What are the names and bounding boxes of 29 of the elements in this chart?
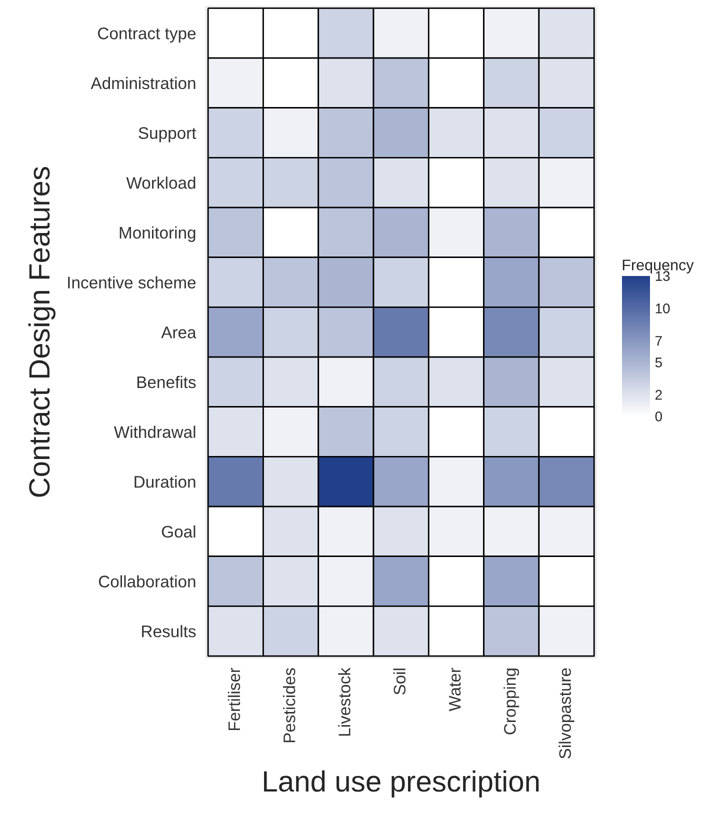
y-tick-label: Duration bbox=[134, 476, 196, 488]
y-tick-label: Monitoring bbox=[120, 226, 196, 242]
y-tick-label: Area bbox=[161, 326, 196, 338]
y-tick-label: Support bbox=[138, 127, 196, 142]
x-tick-label: Livestock bbox=[338, 668, 350, 736]
color-bar-label: 10 bbox=[656, 304, 670, 314]
color-bar-label: 5 bbox=[655, 358, 662, 368]
x-axis-title: Land use prescription bbox=[264, 770, 539, 798]
x-tick-label: Pesticides bbox=[283, 668, 296, 742]
y-tick-label: Contract type bbox=[98, 28, 196, 43]
y-tick-label: Goal bbox=[162, 525, 196, 538]
x-tick-label: Water bbox=[449, 668, 461, 712]
y-tick-label: Benefits bbox=[137, 376, 196, 388]
x-tick-label: Silvopasture bbox=[558, 668, 574, 758]
y-tick-label: Administration bbox=[90, 76, 196, 90]
color-bar-label: 13 bbox=[656, 271, 670, 281]
x-tick-label: Cropping bbox=[504, 668, 520, 734]
y-tick-label: Incentive scheme bbox=[68, 276, 196, 288]
color-bar-label: 2 bbox=[656, 390, 662, 400]
y-tick-label: Results bbox=[142, 625, 196, 638]
color-bar-label: 0 bbox=[655, 411, 662, 422]
y-tick-label: Withdrawal bbox=[114, 426, 196, 438]
x-tick-label: Fertiliser bbox=[228, 668, 240, 730]
y-tick-label: Collaboration bbox=[98, 575, 196, 588]
color-bar-label: 7 bbox=[656, 336, 662, 346]
y-tick-label: Workload bbox=[126, 176, 196, 189]
color-bar-title: Frequency bbox=[622, 260, 694, 274]
x-tick-label: Soil bbox=[393, 668, 406, 695]
y-axis-title: Contract Design Features bbox=[28, 166, 56, 497]
